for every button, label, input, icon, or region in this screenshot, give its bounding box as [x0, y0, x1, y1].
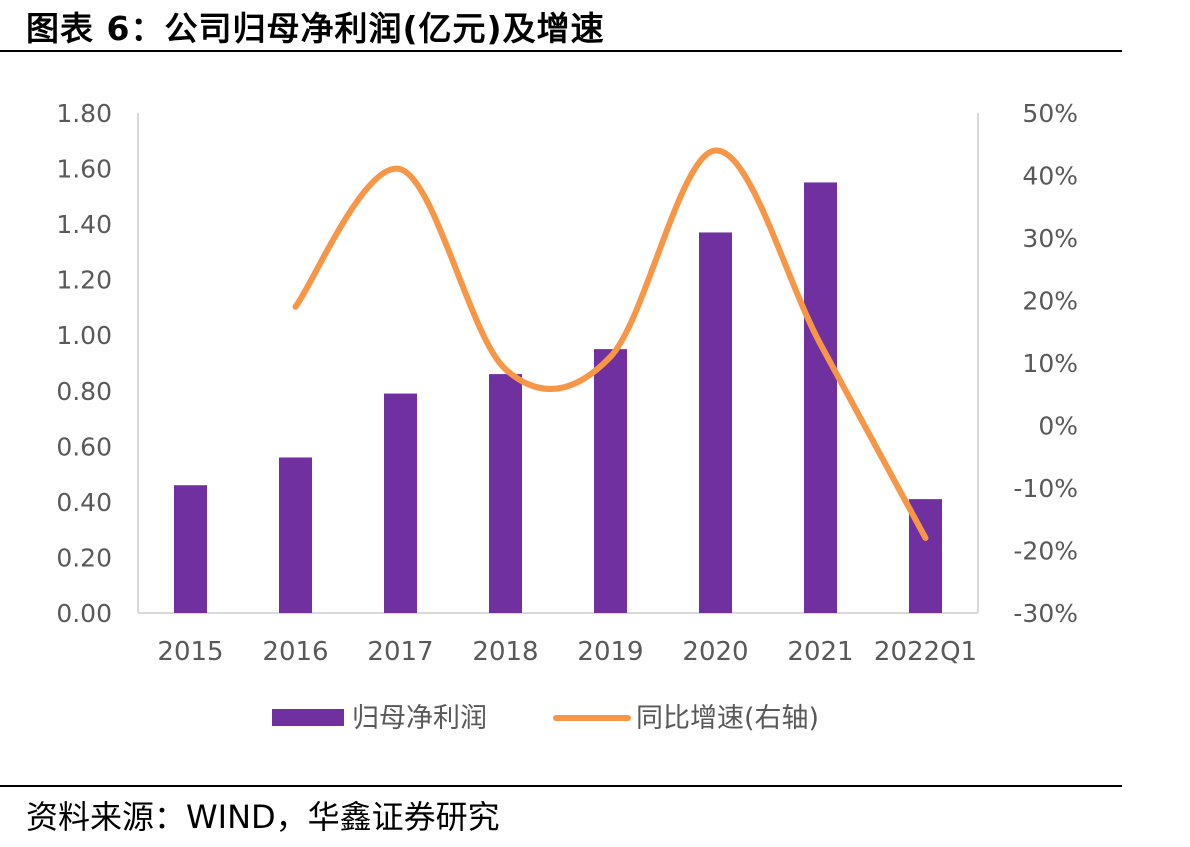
bar-2019 [594, 349, 627, 613]
x-tick: 2015 [157, 637, 223, 667]
y-left-tick: 0.40 [56, 488, 112, 517]
legend-bar-label: 归母净利润 [352, 703, 487, 734]
x-tick: 2020 [682, 637, 748, 667]
bottom-divider [0, 785, 1122, 787]
y-left-tick: 0.20 [56, 543, 112, 572]
y-right-tick: 10% [1022, 349, 1078, 378]
source-note: 资料来源：WIND，华鑫证券研究 [26, 798, 500, 836]
legend-bar-swatch [272, 709, 344, 726]
x-tick: 2019 [577, 637, 643, 667]
y-left-tick: 0.60 [56, 432, 112, 461]
bar-2021 [804, 182, 837, 613]
legend-line-label: 同比增速(右轴) [636, 703, 819, 734]
growth-line [292, 147, 929, 541]
chart-title: 图表 6：公司归母净利润(亿元)及增速 [26, 9, 605, 48]
x-tick: 2022Q1 [874, 637, 977, 667]
y-left-tick: 1.80 [56, 99, 112, 128]
y-right-tick: -30% [1013, 599, 1078, 628]
y-left-tick: 1.60 [56, 155, 112, 184]
x-tick: 2017 [367, 637, 433, 667]
y-right-tick: 20% [1022, 287, 1078, 316]
y-right-tick: 50% [1022, 99, 1078, 128]
y-right-tick: -10% [1013, 474, 1078, 503]
y-left-tick: 0.00 [56, 599, 112, 628]
y-right-tick: 30% [1022, 224, 1078, 253]
y-left-tick: 0.80 [56, 377, 112, 406]
top-divider [0, 50, 1122, 52]
y-right-tick: 0% [1038, 412, 1078, 441]
bar-2015 [174, 485, 207, 613]
bar-2017 [384, 393, 417, 613]
bar-2020 [699, 232, 732, 613]
y-left-tick: 1.40 [56, 210, 112, 239]
y-left-tick: 1.20 [56, 266, 112, 295]
y-right-tick: 40% [1022, 162, 1078, 191]
x-tick: 2021 [787, 637, 853, 667]
bar-2016 [279, 457, 312, 613]
bar-2018 [489, 374, 522, 613]
chart: 0.00 0.20 0.40 0.60 0.80 1.00 1.20 1.40 1.60 1.80… [56, 99, 1078, 734]
x-tick: 2016 [262, 637, 328, 667]
y-right-tick: -20% [1013, 537, 1078, 566]
x-tick: 2018 [472, 637, 538, 667]
y-left-tick: 1.00 [56, 321, 112, 350]
